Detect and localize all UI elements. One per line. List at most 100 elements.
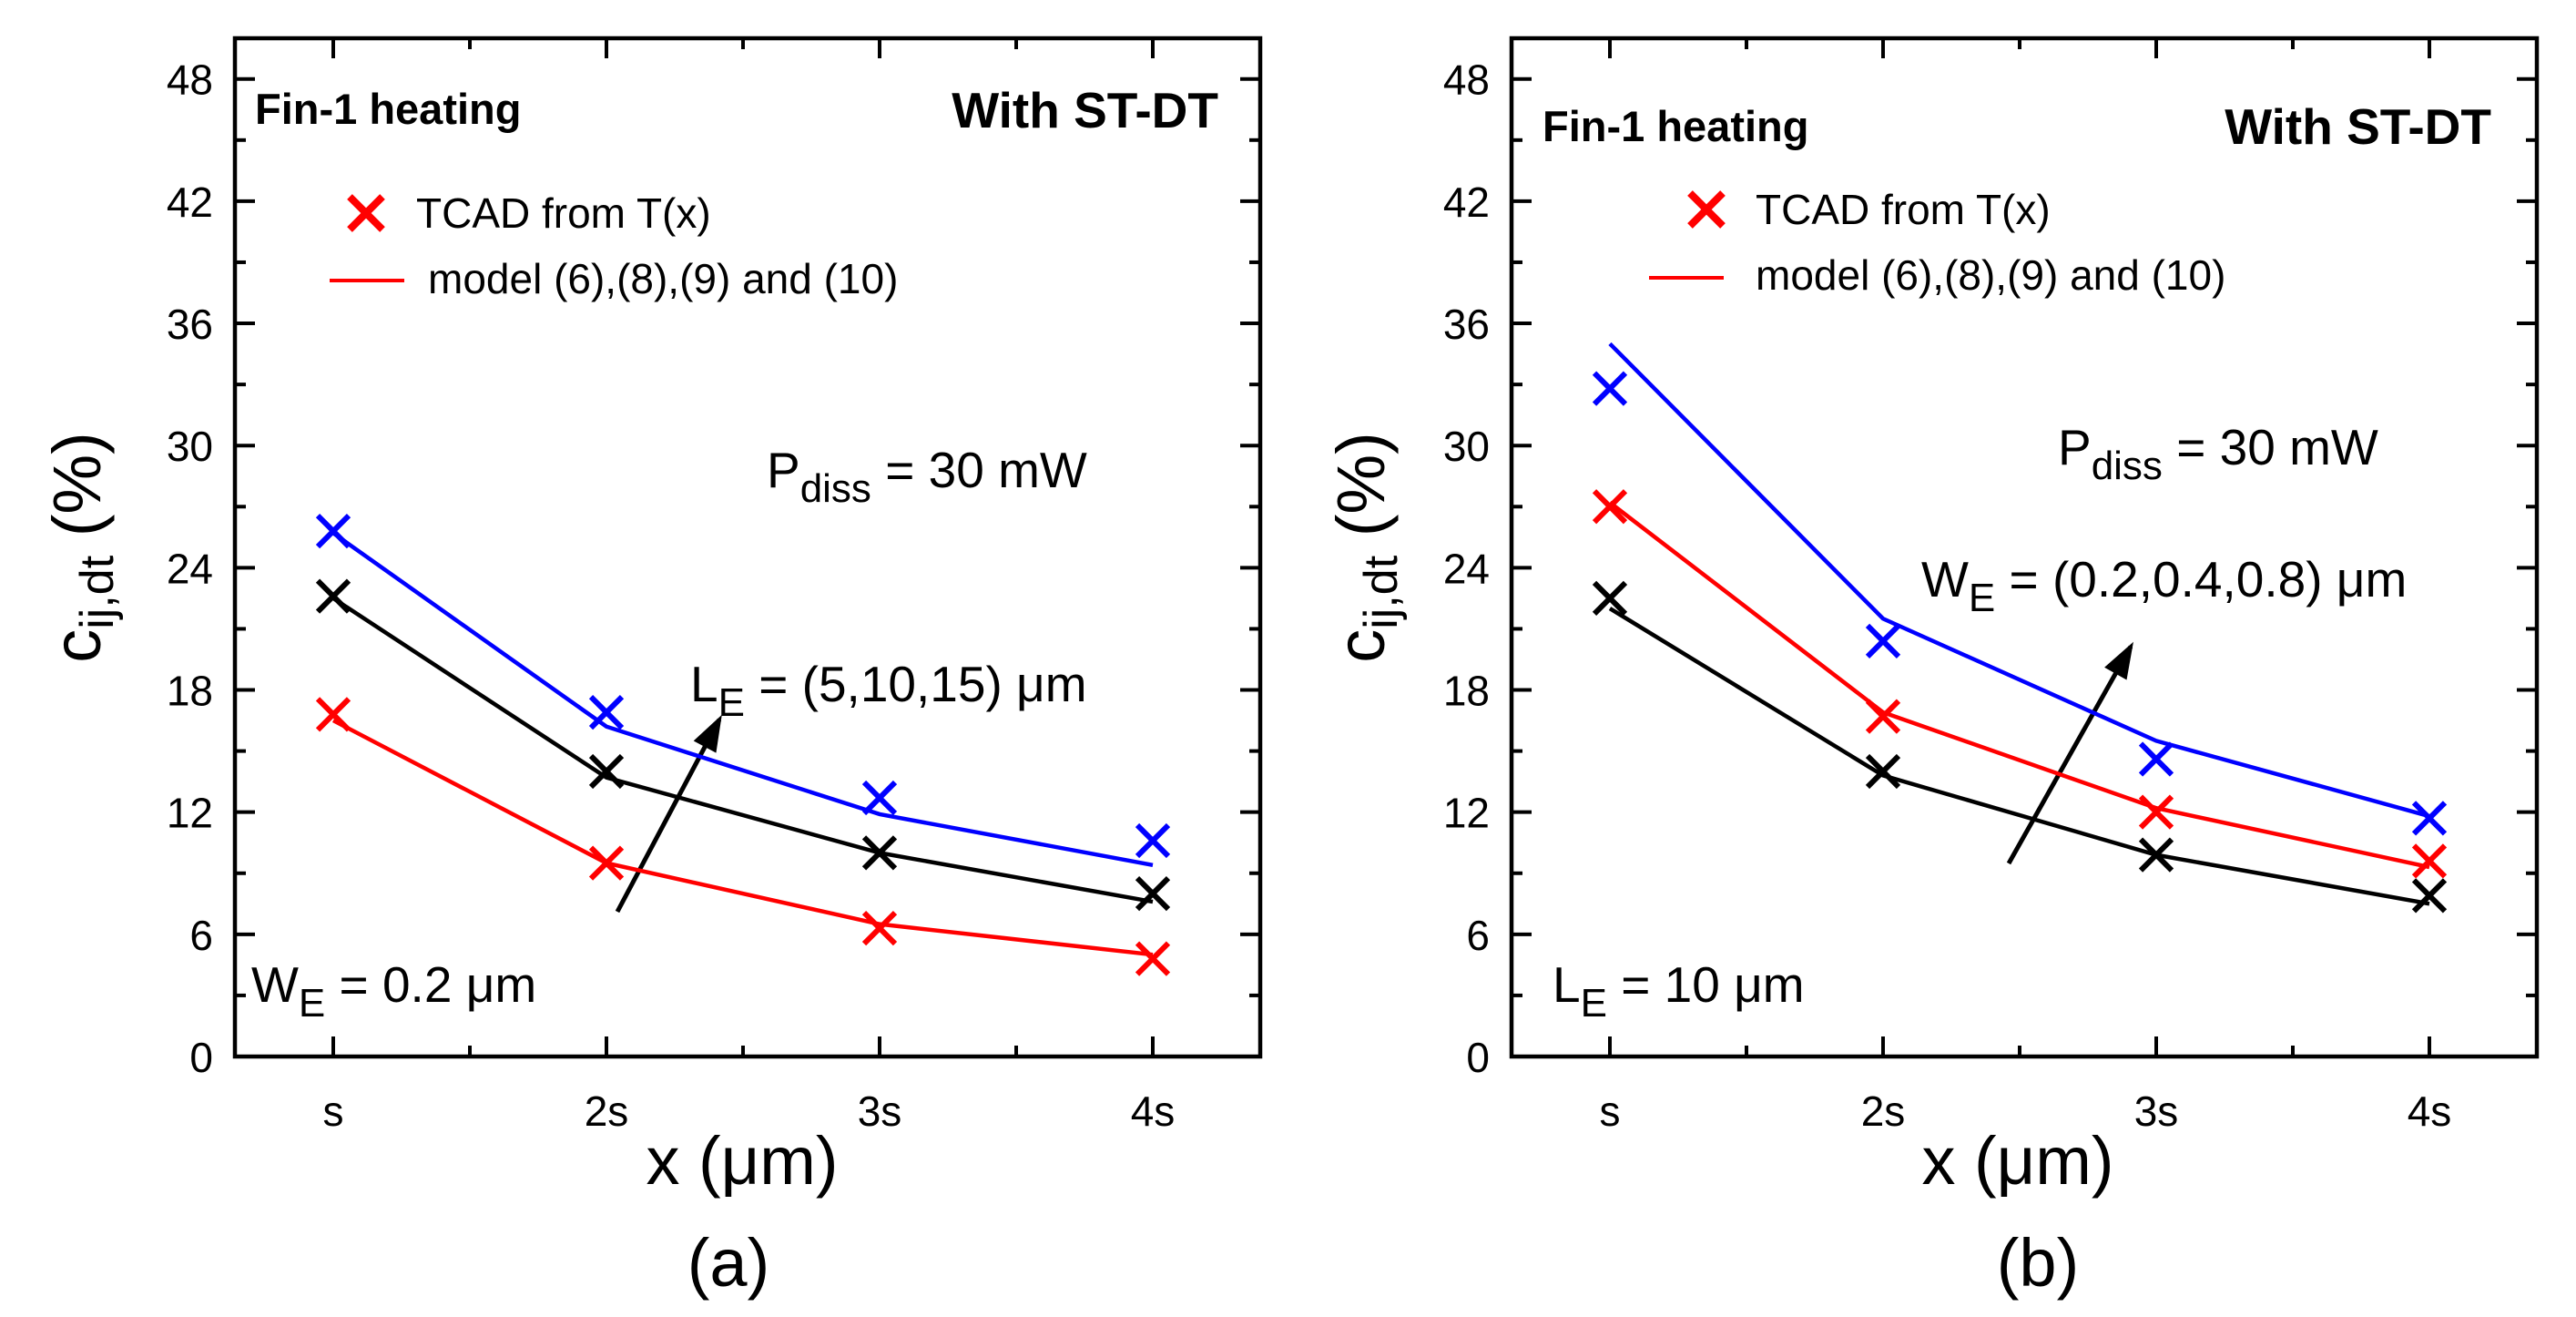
panel-a: 0 6 12 18 24 30 36 42 48 s 2s 3s 4s cij,dt (%) x (μm) (… [39,36,1263,1301]
power-annotation-rest: = 30 mW [2163,419,2378,475]
y-tick-label: 6 [189,912,213,959]
sweep-annotation-rest: = (5,10,15) μm [745,656,1087,712]
y-tick-label: 18 [167,668,213,715]
panel-b: 0 6 12 18 24 30 36 42 48 s 2s 3s 4s cij,dt (%) x (μm) (… [1323,36,2540,1301]
legend-tcad-label: TCAD from T(x) [416,189,711,237]
x-tick-label: 3s [858,1087,902,1135]
legend-tcad-marker-stroke-b [1687,190,1726,229]
tcad-point-stroke-b [588,694,625,730]
heating-label: Fin-1 heating [255,85,521,133]
sweep-annotation: WE = (0.2,0.4,0.8) μm [1921,551,2407,620]
power-annotation-rest: = 30 mW [871,442,1087,498]
tcad-point [1592,489,1628,525]
y-tick-label: 18 [1443,668,1490,715]
legend-model-label: model (6),(8),(9) and (10) [428,255,898,302]
tcad-point-stroke-b [1865,623,1901,658]
trend-arrow-shaft [615,718,722,914]
tcad-point-stroke-b [1592,489,1628,525]
fixed-annotation-main: L [1553,956,1581,1013]
series-0 [315,697,1171,976]
tcad-point [1592,580,1628,617]
tcad-point-stroke-b [2138,837,2174,873]
legend-tcad-marker-stroke-b [347,194,385,232]
heating-label: Fin-1 heating [1543,102,1808,150]
tcad-point-stroke-b [1865,753,1901,790]
tcad-point-stroke-b [1135,822,1171,859]
x-tick-label: 2s [1861,1087,1906,1135]
tcad-point-stroke-b [1135,941,1171,976]
fixed-annotation-sub: E [1581,981,1607,1026]
series-1 [315,578,1171,912]
trend-arrow-head [2104,641,2133,680]
model-line [331,531,1154,868]
tcad-point-stroke-b [861,835,898,871]
panel-label: (b) [1997,1225,2079,1301]
y-tick-label: 48 [167,56,213,104]
tcad-point [1592,371,1628,406]
power-annotation-sub: diss [800,466,871,511]
tcad-point [861,780,898,816]
tcad-point [1865,623,1901,658]
model-line [1608,342,2430,819]
tcad-point-stroke-b [2411,843,2448,879]
plot-frame [1509,36,2540,1059]
tcad-point [1135,822,1171,859]
tcad-point [315,697,351,732]
tcad-point [2138,741,2174,777]
tcad-point-stroke-b [2411,801,2448,836]
tcad-point [1135,941,1171,976]
y-axis-title-suffix: (%) [39,432,115,556]
tcad-point-stroke-b [1135,875,1171,912]
series-1 [1592,489,2448,879]
y-tick-label: 0 [1466,1034,1490,1081]
y-axis-title-main: c [1323,629,1399,663]
legend-tcad-marker [1687,190,1726,229]
tcad-point-stroke-b [861,911,898,946]
fixed-annotation-rest: = 10 μm [1607,956,1805,1013]
tcad-point [2411,878,2448,914]
y-tick-label: 24 [1443,545,1490,592]
sweep-annotation-sub: E [1969,576,1995,620]
sweep-annotation: LE = (5,10,15) μm [690,656,1087,725]
plot-frame [232,36,1263,1059]
model-line [331,719,1154,957]
trend-arrow-shaft [2006,645,2133,865]
y-tick-label: 42 [167,179,213,226]
tcad-point-stroke-b [315,513,351,549]
y-tick-label: 36 [1443,301,1490,348]
tcad-point-stroke-b [1592,371,1628,406]
x-axis-title: x (μm) [646,1123,838,1199]
sweep-annotation-main: L [690,656,718,712]
tcad-point-stroke-b [588,845,625,881]
tcad-point-stroke-b [1865,699,1901,734]
series-2 [315,513,1171,868]
series-0 [1592,580,2448,914]
y-axis-title-main: c [39,629,115,663]
y-tick-label: 24 [167,545,213,592]
tcad-point-stroke-b [315,578,351,614]
model-line [1608,607,2430,906]
legend-tcad-marker [347,194,385,232]
tcad-point [2138,794,2174,830]
sweep-annotation-rest: = (0.2,0.4,0.8) μm [1995,551,2407,607]
y-axis-title-suffix: (%) [1323,432,1399,556]
y-axis-title-sub: ij,dt [1355,555,1408,628]
tcad-point-stroke-b [2138,794,2174,830]
legend-model-label: model (6),(8),(9) and (10) [1756,251,2225,299]
x-tick-label: 2s [585,1087,629,1135]
power-annotation-main: P [767,442,800,498]
tcad-point [1135,875,1171,912]
sweep-annotation-sub: E [718,680,745,725]
y-tick-label: 30 [1443,423,1490,470]
fixed-annotation-rest: = 0.2 μm [325,956,536,1013]
fixed-annotation-main: W [251,956,299,1013]
tcad-point [861,911,898,946]
tcad-point [315,513,351,549]
power-annotation-main: P [2058,419,2092,475]
x-tick-label: 4s [1131,1087,1176,1135]
power-annotation: Pdiss = 30 mW [767,442,1087,511]
model-line [1608,501,2430,870]
x-axis-title: x (μm) [1921,1123,2113,1199]
x-tick-label: 4s [2408,1087,2452,1135]
tcad-point [1865,699,1901,734]
